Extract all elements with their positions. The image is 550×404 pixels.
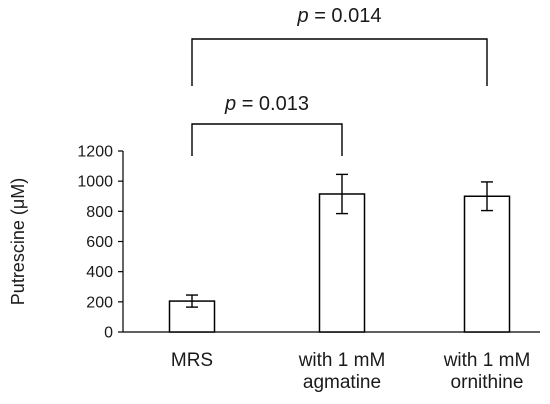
y-tick-label: 400 xyxy=(86,264,113,281)
y-tick-label: 1200 xyxy=(77,144,113,161)
significance-brackets: p = 0.013 p = 0.014 xyxy=(191,5,488,156)
significance-bracket xyxy=(191,123,343,156)
bars xyxy=(168,193,511,333)
category-label: with 1 mM xyxy=(298,350,386,371)
y-tick-label: 1000 xyxy=(77,174,113,191)
y-tick-label: 0 xyxy=(104,325,113,342)
y-axis-title: Putrescine (μM) xyxy=(8,178,28,305)
y-tick-label: 600 xyxy=(86,234,113,251)
axes: 0 200 400 600 800 1000 1200 Putrescine (μM) xyxy=(8,144,540,342)
bar xyxy=(318,193,366,333)
p-value-label: p = 0.013 xyxy=(224,93,309,115)
bar xyxy=(463,195,511,333)
category-label: agmatine xyxy=(303,372,381,393)
category-label: MRS xyxy=(171,350,213,371)
error-bars xyxy=(186,173,493,308)
p-value-label: p = 0.014 xyxy=(297,5,382,27)
significance-bracket xyxy=(191,38,488,86)
category-label: with 1 mM xyxy=(443,350,531,371)
y-tick-label: 200 xyxy=(86,294,113,311)
category-label: ornithine xyxy=(451,372,524,393)
y-tick-label: 800 xyxy=(86,204,113,221)
